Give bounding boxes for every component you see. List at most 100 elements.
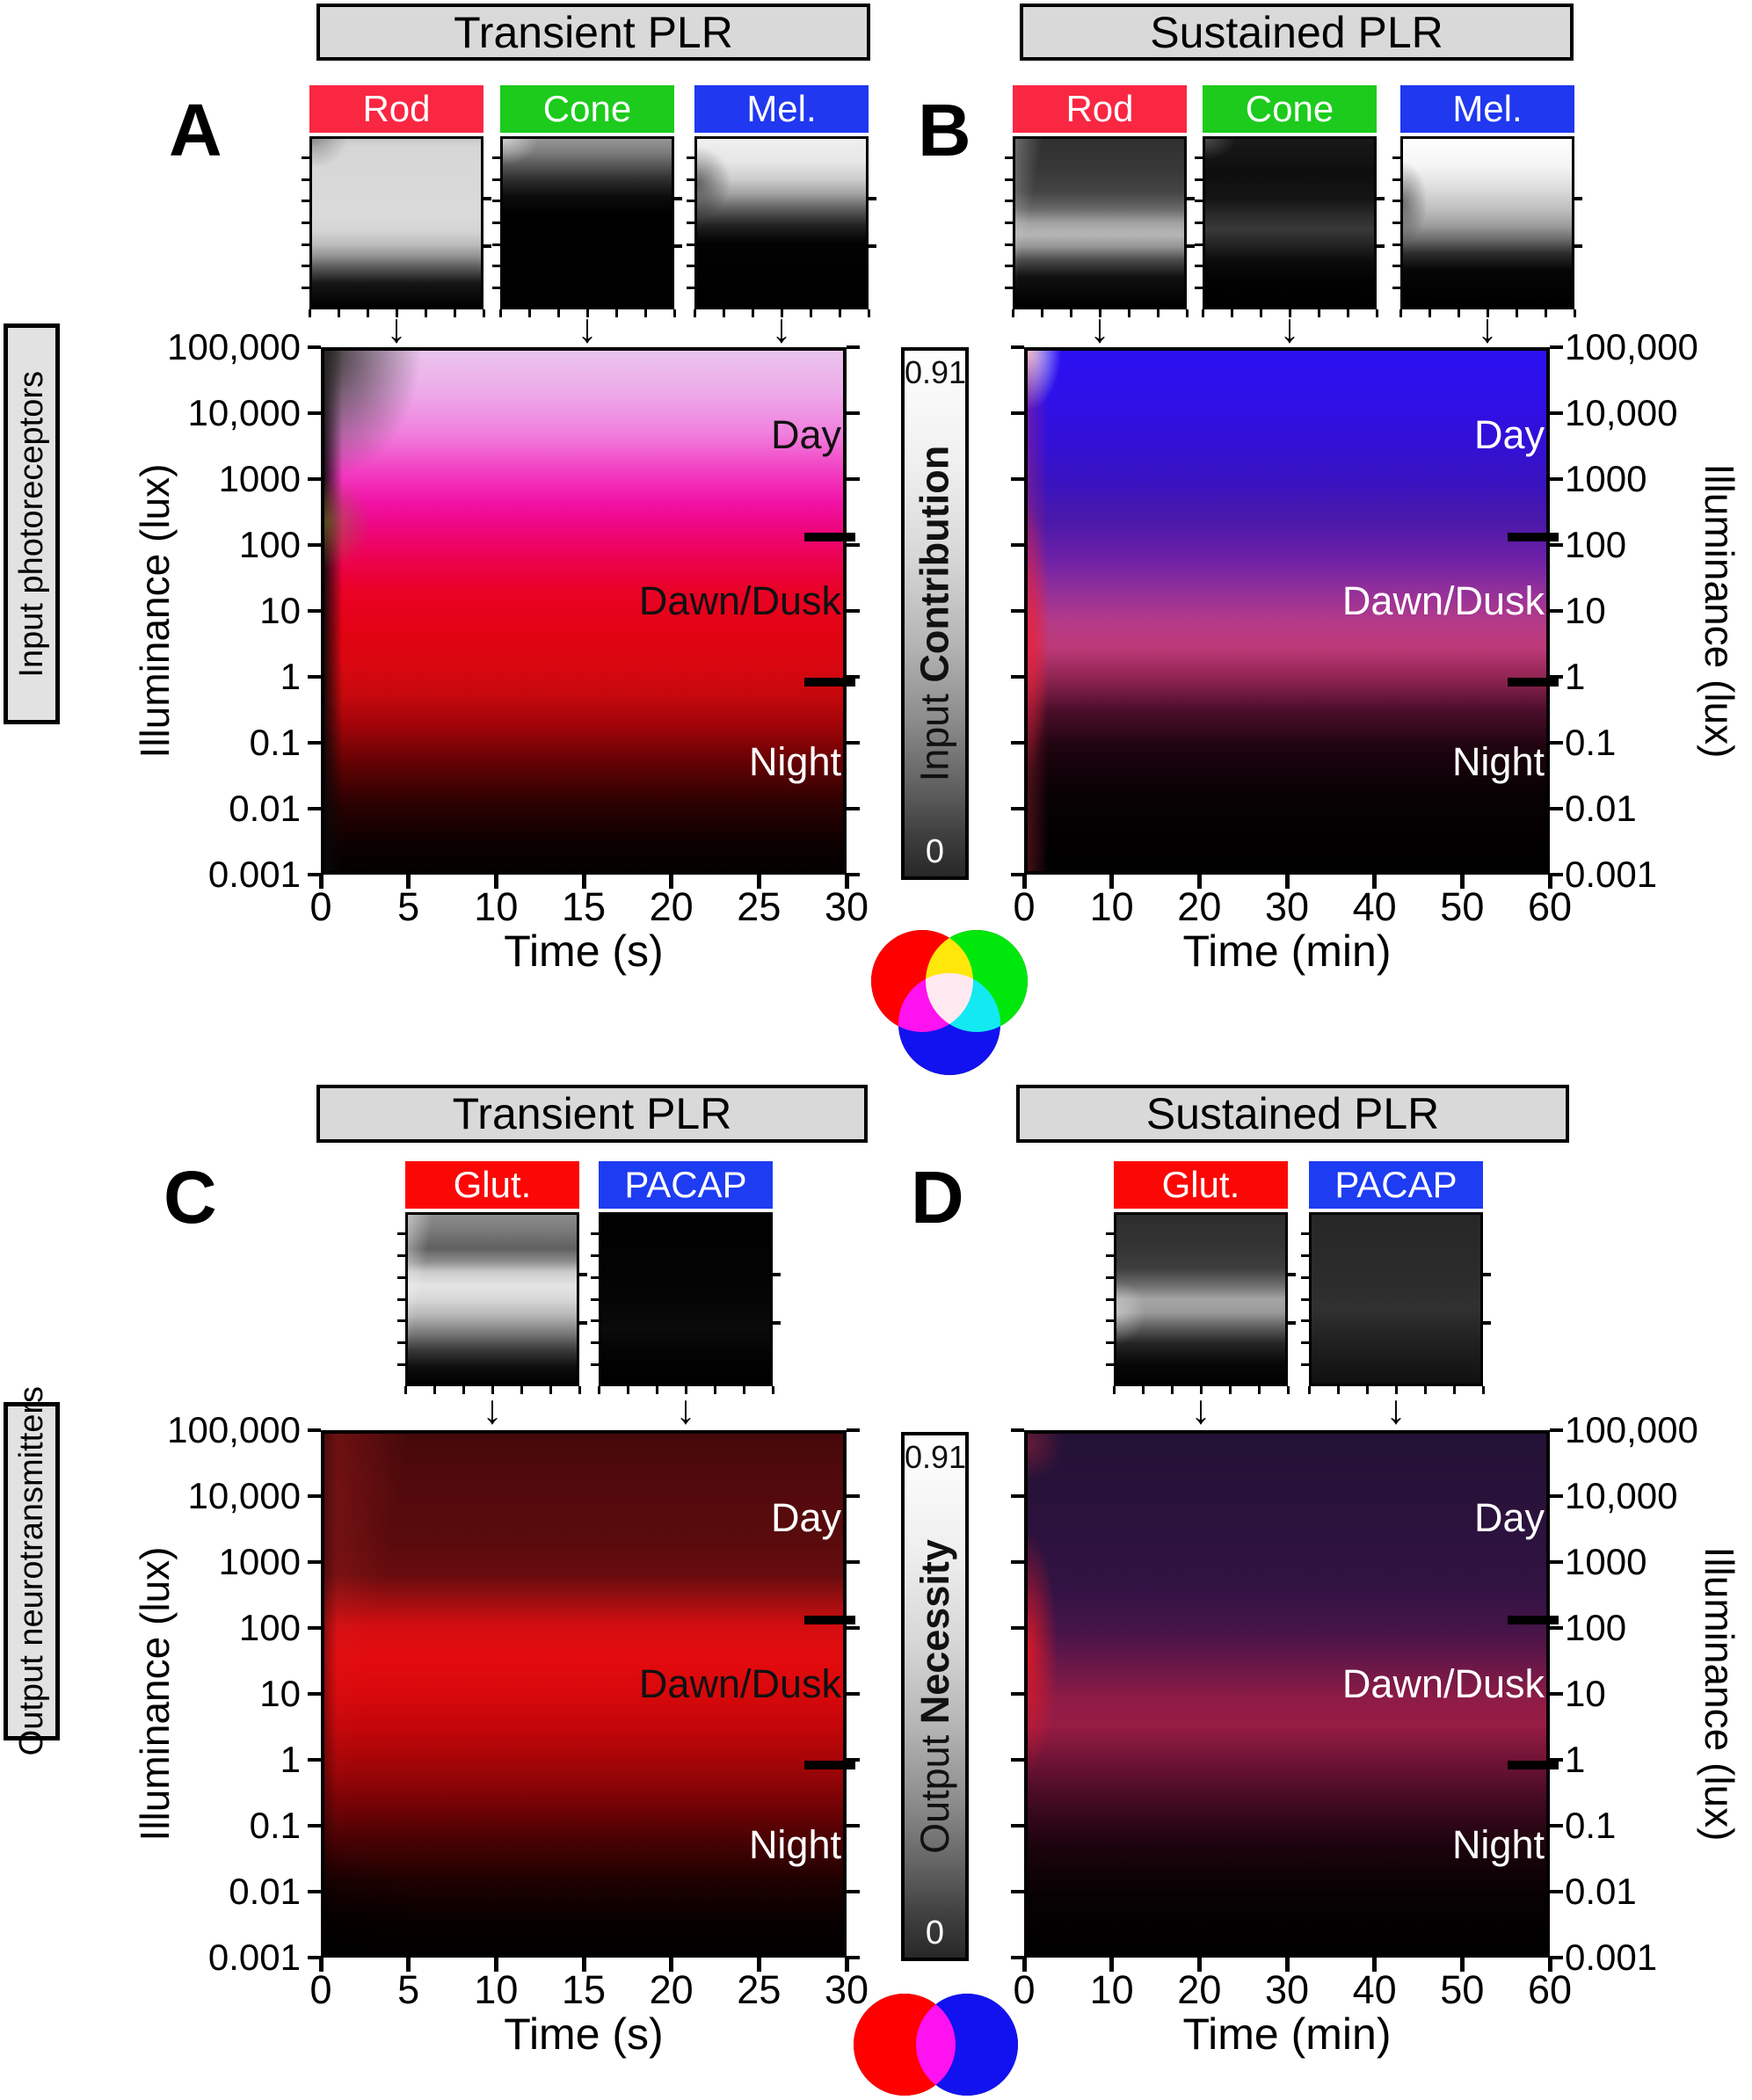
y-tick-left: [308, 873, 321, 876]
y-tick-left: [1011, 1824, 1024, 1828]
y-tick-right: [847, 741, 860, 745]
x-tick: [1109, 1958, 1115, 1972]
mini-boundary-tick: [1483, 1320, 1491, 1325]
region-label-night: Night: [1451, 1822, 1545, 1867]
down-arrow-icon: ↓: [1279, 305, 1300, 351]
x-tick: [1021, 875, 1027, 889]
mini-x-tick: [1336, 1386, 1340, 1394]
mini-y-tick: [591, 1341, 599, 1344]
y-tick-right: [1550, 543, 1563, 547]
mini-heatmap-d-glut: [1114, 1212, 1288, 1386]
mini-y-tick: [687, 243, 694, 246]
y-tick-right: [1550, 807, 1563, 810]
x-tick-label: 20: [1177, 884, 1222, 929]
mini-y-tick: [1005, 200, 1013, 203]
x-tick-label: 20: [649, 884, 694, 929]
mini-y-tick: [302, 178, 309, 181]
x-tick: [669, 1958, 674, 1972]
y-tick-label: 0.1: [249, 1805, 301, 1846]
y-tick-left: [1011, 1758, 1024, 1762]
mini-x-tick: [1423, 1386, 1427, 1394]
mini-x-tick: [1040, 309, 1043, 317]
mini-y-tick: [302, 156, 309, 160]
y-tick-right: [847, 1890, 860, 1893]
y-tick-label: 1000: [1565, 458, 1647, 499]
down-arrow-icon: ↓: [1089, 305, 1110, 351]
mini-boundary-tick: [1377, 244, 1385, 249]
heatmap-panel-a: [321, 347, 847, 875]
header-text: Transient PLR: [454, 7, 733, 57]
x-tick: [581, 875, 586, 889]
mini-y-tick: [1301, 1341, 1309, 1344]
x-tick: [1109, 875, 1115, 889]
mini-x-tick: [1428, 309, 1431, 317]
region-label-dawn-dusk: Dawn/Dusk: [1341, 578, 1545, 623]
y-tick-left: [308, 1626, 321, 1630]
mini-y-tick: [1005, 178, 1013, 181]
y-tick-label: 1000: [218, 1541, 301, 1582]
mini-x-tick: [693, 309, 696, 317]
mini-boundary-tick: [869, 196, 876, 200]
x-tick-label: 10: [1089, 884, 1134, 929]
y-tick-label: 1: [280, 656, 301, 697]
region-boundary-tick: [1508, 533, 1559, 541]
mini-y-tick: [1392, 243, 1400, 246]
y-tick-label: 10,000: [1565, 392, 1678, 433]
y-tick-left: [308, 1494, 321, 1498]
y-tick-label: 100: [1565, 1607, 1627, 1648]
mini-boundary-tick: [869, 244, 876, 249]
down-arrow-icon: ↓: [386, 305, 407, 351]
y-tick-right: [1550, 675, 1563, 679]
mini-y-tick: [1392, 178, 1400, 181]
mini-x-tick: [1544, 309, 1547, 317]
y-tick-label: 0.01: [229, 1871, 301, 1912]
y-tick-right: [1550, 873, 1563, 876]
y-tick-label: 1: [280, 1739, 301, 1780]
x-axis-title-b: Time (min): [1182, 926, 1392, 976]
mini-x-tick: [1069, 309, 1072, 317]
y-tick-right: [847, 1428, 860, 1432]
mini-x-tick: [1365, 1386, 1369, 1394]
y-tick-left: [1011, 675, 1024, 679]
mini-x-tick: [1486, 309, 1489, 317]
channel-label-pacap: PACAP: [599, 1161, 773, 1209]
y-tick-right: [1550, 345, 1563, 349]
venn-circle-1: [916, 1994, 1018, 2096]
mini-x-tick: [1288, 309, 1291, 317]
mini-y-tick: [1106, 1341, 1114, 1344]
y-tick-right: [1550, 1692, 1563, 1696]
mini-heatmap-c-pacap: [599, 1212, 773, 1386]
mini-x-tick: [395, 309, 398, 317]
mini-y-tick: [492, 243, 500, 246]
mini-x-tick: [1011, 309, 1014, 317]
x-tick-label: 30: [1264, 884, 1310, 929]
y-tick-right: [847, 675, 860, 679]
y-tick-left: [308, 1428, 321, 1432]
mini-boundary-tick: [1483, 1273, 1491, 1277]
colorbar-title-plain: Output: [912, 1724, 957, 1854]
mini-x-tick: [1127, 309, 1130, 317]
header-transient-plr-bottom: Transient PLR: [316, 1085, 868, 1143]
y-tick-right: [1550, 1560, 1563, 1564]
x-tick-label: 60: [1527, 884, 1573, 929]
mini-y-tick: [1392, 156, 1400, 160]
mini-y-tick: [1195, 178, 1203, 181]
mini-y-tick: [492, 286, 500, 289]
mini-boundary-tick: [1288, 1273, 1296, 1277]
x-tick-label: 25: [737, 884, 781, 929]
mini-x-tick: [337, 309, 340, 317]
x-tick: [669, 875, 674, 889]
channel-label-glut: Glut.: [405, 1161, 579, 1209]
y-tick-label: 100,000: [167, 326, 301, 367]
x-tick: [1459, 875, 1465, 889]
colorbar-title-plain: Input: [912, 682, 957, 782]
mini-x-tick: [1394, 1386, 1398, 1394]
y-tick-label: 1: [1565, 656, 1586, 697]
colorbar-title: Output Necessity: [905, 1435, 965, 1958]
x-tick-label: 20: [1177, 1967, 1222, 2012]
mini-y-tick: [1392, 222, 1400, 224]
mini-x-tick: [1452, 1386, 1456, 1394]
x-tick-label: 30: [824, 1967, 869, 2012]
y-tick-label: 10: [1565, 1673, 1606, 1714]
mini-x-tick: [1156, 309, 1160, 317]
